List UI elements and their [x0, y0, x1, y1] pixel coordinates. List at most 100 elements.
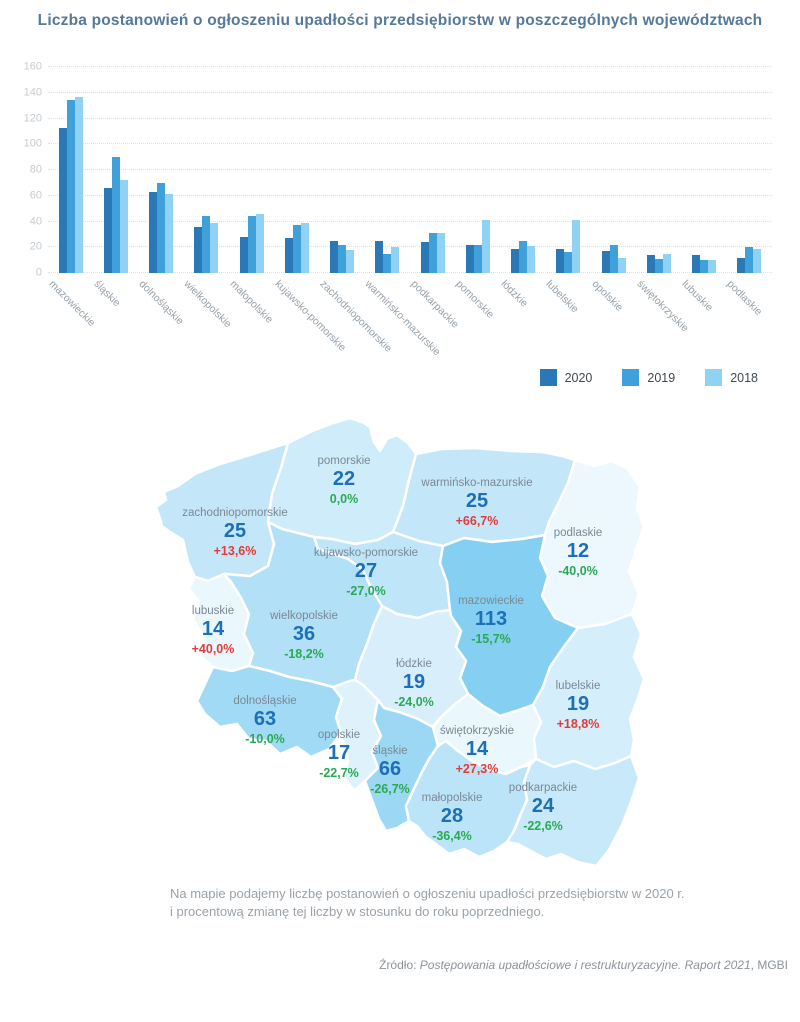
bar-2018-zachodniopomorskie [346, 249, 355, 273]
x-label-dolnośląskie: dolnośląskie [136, 278, 186, 328]
legend-item-2019: 2019 [622, 369, 675, 386]
bar-2020-wielkopolskie [194, 226, 203, 273]
bar-group-dolnośląskie: dolnośląskie [137, 62, 186, 327]
bar-group-lubelskie: lubelskie [544, 62, 591, 315]
bar-group-lubuskie: lubuskie [680, 62, 727, 314]
bar-2018-kujawsko-pomorskie [300, 222, 309, 273]
bar-2019-warmińsko-mazurskie [383, 253, 392, 273]
gridline-140: 140 [24, 86, 772, 98]
map-caption-line2: i procentową zmianę tej liczby w stosunk… [170, 904, 545, 919]
bar-2018-wielkopolskie [210, 222, 219, 273]
x-label-śląskie: śląskie [91, 278, 123, 310]
bar-2018-mazowieckie [74, 96, 83, 273]
bar-2020-mazowieckie [58, 127, 67, 273]
bar-2020-opolskie [601, 251, 610, 273]
bar-2018-małopolskie [255, 213, 264, 273]
gridline-100: 100 [24, 138, 772, 150]
bar-group-wielkopolskie: wielkopolskie [182, 62, 234, 330]
region-shape-podkarpackie [505, 754, 641, 868]
x-label-łódzkie: łódzkie [498, 278, 531, 310]
x-label-lubuskie: lubuskie [679, 278, 716, 314]
x-label-podlaskie: podlaskie [724, 278, 765, 318]
bar-2020-warmińsko-mazurskie [375, 240, 384, 273]
bar-group-łódzkie: łódzkie [499, 62, 546, 310]
y-tick-40: 40 [29, 214, 42, 227]
bar-2018-podkarpackie [436, 233, 445, 273]
bar-group-świętokrzyskie: świętokrzyskie [634, 62, 691, 334]
y-tick-80: 80 [29, 163, 42, 176]
bar-2019-opolskie [609, 244, 618, 273]
bar-group-kujawsko-pomorskie: kujawsko-pomorskie [272, 62, 348, 354]
bar-2019-kujawsko-pomorskie [292, 225, 301, 273]
y-tick-20: 20 [29, 240, 42, 253]
bar-2020-dolnośląskie [149, 191, 158, 273]
bar-2018-lubelskie [572, 220, 581, 273]
bar-2019-pomorskie [473, 244, 482, 273]
gridline-80: 80 [30, 163, 772, 175]
legend-label-2018: 2018 [730, 370, 758, 385]
bar-2020-lubelskie [556, 248, 565, 273]
source-suffix: , MGBI [750, 958, 788, 972]
bar-2019-śląskie [111, 157, 120, 273]
bar-2020-zachodniopomorskie [330, 240, 339, 273]
bar-2019-łódzkie [519, 240, 528, 273]
y-tick-120: 120 [23, 111, 42, 124]
y-tick-60: 60 [29, 189, 42, 202]
chart-bar-groups: mazowieckie śląskie dolnośląskie wielkopols… [46, 62, 772, 358]
bar-group-małopolskie: małopolskie [227, 62, 275, 326]
region-shape-malopolskie [404, 739, 532, 859]
map-caption-line1: Na mapie podajemy liczbę postanowień o o… [170, 886, 685, 901]
source-prefix: Źródło: [379, 958, 420, 972]
gridline-120: 120 [24, 112, 772, 124]
page-title: Liczba postanowień o ogłoszeniu upadłośc… [37, 12, 763, 29]
bar-2020-łódzkie [511, 248, 520, 273]
bar-2019-małopolskie [247, 216, 256, 273]
bar-group-warmińsko-mazurskie: warmińsko-mazurskie [363, 62, 443, 358]
gridline-60: 60 [30, 189, 772, 201]
x-label-małopolskie: małopolskie [227, 278, 275, 326]
bar-2019-podlaskie [745, 247, 754, 273]
bar-chart: 0 20 40 60 80 100 120 140 160 mazowieckie śląskie… [24, 60, 772, 358]
bar-2019-podkarpackie [428, 233, 437, 273]
bar-2018-lubuskie [708, 260, 717, 273]
bar-2019-zachodniopomorskie [338, 244, 347, 273]
legend-swatch-2019 [622, 369, 640, 386]
bar-group-opolskie: opolskie [589, 62, 636, 314]
bar-2018-dolnośląskie [165, 194, 174, 273]
bar-2020-świętokrzyskie [646, 254, 655, 273]
bar-2020-śląskie [103, 188, 112, 273]
x-label-pomorskie: pomorskie [453, 278, 497, 321]
gridline-0: 0 [36, 266, 772, 278]
bar-2020-pomorskie [465, 244, 474, 273]
bar-2018-pomorskie [481, 220, 490, 273]
poland-map-svg [154, 416, 646, 868]
bar-2018-śląskie [119, 180, 128, 273]
y-tick-0: 0 [35, 266, 42, 279]
bar-2018-warmińsko-mazurskie [391, 247, 400, 273]
legend-swatch-2018 [705, 369, 723, 386]
bar-2019-lubelskie [564, 252, 573, 273]
y-tick-100: 100 [23, 137, 42, 150]
bar-group-pomorskie: pomorskie [453, 62, 500, 321]
legend-swatch-2020 [539, 369, 557, 386]
bar-2018-podlaskie [753, 248, 762, 273]
source-line: Źródło: Postępowania upadłościowe i rest… [379, 958, 788, 972]
x-label-mazowieckie: mazowieckie [46, 278, 98, 329]
bar-2018-świętokrzyskie [662, 253, 671, 273]
legend-label-2019: 2019 [647, 370, 676, 385]
bar-2019-lubuskie [700, 260, 709, 273]
bar-group-śląskie: śląskie [91, 62, 138, 309]
legend-item-2018: 2018 [705, 369, 758, 386]
bar-group-zachodniopomorskie: zachodniopomorskie [318, 62, 394, 355]
x-label-warmińsko-mazurskie: warmińsko-mazurskie [362, 278, 444, 359]
y-tick-160: 160 [23, 60, 42, 73]
bar-2020-lubuskie [692, 254, 701, 273]
bar-2019-dolnośląskie [157, 182, 166, 273]
bar-2019-świętokrzyskie [654, 258, 663, 273]
bar-2020-małopolskie [239, 236, 248, 273]
bar-2020-kujawsko-pomorskie [284, 238, 293, 273]
bar-group-podkarpackie: podkarpackie [408, 62, 461, 331]
gridline-160: 160 [24, 60, 772, 72]
chart-legend: 2020 2019 2018 [539, 369, 758, 386]
